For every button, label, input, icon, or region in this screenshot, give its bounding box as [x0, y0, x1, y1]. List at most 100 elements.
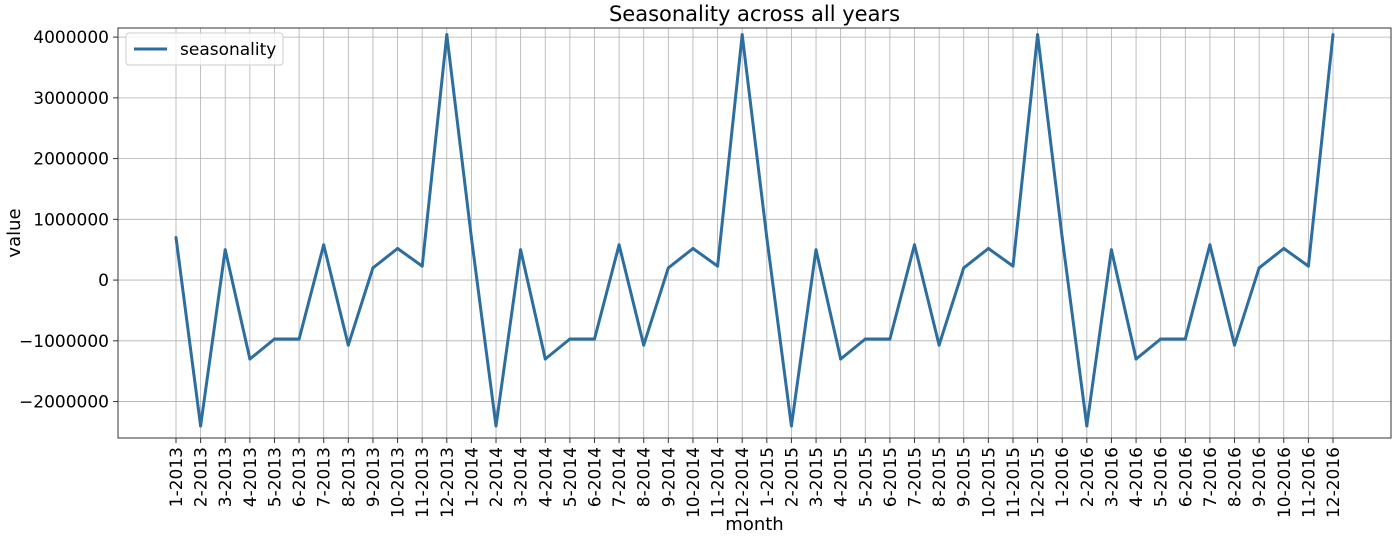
data-point: [445, 33, 449, 37]
x-tick-label: 11-2016: [1299, 447, 1319, 518]
data-point: [174, 236, 178, 240]
x-tick-label: 9-2013: [364, 447, 384, 507]
x-tick-label: 10-2016: [1275, 447, 1295, 518]
data-point: [371, 266, 375, 270]
data-point: [1060, 236, 1064, 240]
y-tick-label: −1000000: [19, 332, 109, 352]
data-point: [592, 337, 596, 341]
data-point: [617, 243, 621, 247]
x-tick-label: 12-2016: [1324, 447, 1344, 518]
data-point: [1257, 266, 1261, 270]
x-tick-label: 4-2013: [241, 447, 261, 507]
data-point: [642, 343, 646, 347]
legend-label-seasonality: seasonality: [180, 40, 276, 60]
data-point: [1036, 33, 1040, 37]
x-tick-label: 4-2015: [832, 447, 852, 507]
data-point: [519, 248, 523, 252]
series-line-seasonality: [174, 33, 1335, 428]
legend: seasonality: [125, 32, 284, 66]
data-point: [863, 337, 867, 341]
x-axis-label: month: [725, 514, 783, 535]
x-tick-label: 5-2014: [561, 447, 581, 507]
x-tick-label: 6-2015: [881, 447, 901, 507]
chart-title: Seasonality across all years: [609, 2, 900, 26]
plot-area-frame: [117, 27, 1392, 439]
data-point: [1134, 357, 1138, 361]
y-tick-label: −2000000: [19, 393, 109, 413]
data-point: [346, 343, 350, 347]
x-tick-label: 1-2014: [462, 447, 482, 507]
y-tick-label: 2000000: [33, 150, 109, 170]
y-axis-ticks: −2000000 −1000000 0 1000000 2000000 3000000 40…: [19, 28, 118, 413]
x-tick-label: 3-2013: [216, 447, 236, 507]
data-point: [740, 33, 744, 37]
data-point: [272, 337, 276, 341]
x-tick-label: 3-2016: [1102, 447, 1122, 507]
data-point: [962, 266, 966, 270]
data-point: [1282, 246, 1286, 250]
data-point: [937, 343, 941, 347]
data-point: [814, 248, 818, 252]
data-point: [1233, 343, 1237, 347]
y-axis-label: value: [4, 208, 25, 257]
x-tick-label: 8-2016: [1226, 447, 1246, 507]
x-tick-label: 5-2016: [1152, 447, 1172, 507]
data-point: [986, 246, 990, 250]
data-point: [494, 424, 498, 428]
y-tick-label: 0: [98, 271, 109, 291]
x-tick-label: 6-2016: [1176, 447, 1196, 507]
data-point: [420, 264, 424, 268]
x-tick-label: 7-2016: [1201, 447, 1221, 507]
data-point: [248, 357, 252, 361]
x-tick-label: 8-2015: [930, 447, 950, 507]
data-point: [888, 337, 892, 341]
legend-box: [125, 32, 284, 66]
data-point: [199, 424, 203, 428]
x-tick-label: 10-2015: [979, 447, 999, 518]
x-tick-label: 1-2016: [1053, 447, 1073, 507]
data-point: [1331, 33, 1335, 37]
data-point: [469, 236, 473, 240]
x-tick-label: 7-2014: [610, 447, 630, 507]
x-tick-label: 6-2014: [585, 447, 605, 507]
x-tick-label: 2-2015: [782, 447, 802, 507]
data-point: [322, 243, 326, 247]
data-point: [765, 236, 769, 240]
x-tick-label: 10-2013: [389, 447, 409, 518]
x-tick-label: 2-2014: [487, 447, 507, 507]
x-tick-label: 7-2013: [315, 447, 335, 507]
data-point: [1306, 264, 1310, 268]
data-point: [691, 246, 695, 250]
data-point: [839, 357, 843, 361]
x-tick-label: 6-2013: [290, 447, 310, 507]
data-point: [716, 264, 720, 268]
x-tick-label: 8-2014: [635, 447, 655, 507]
data-point: [1109, 248, 1113, 252]
y-tick-label: 3000000: [33, 89, 109, 109]
data-point: [568, 337, 572, 341]
x-tick-label: 12-2013: [438, 447, 458, 518]
x-tick-label: 10-2014: [684, 447, 704, 518]
x-tick-label: 11-2013: [413, 447, 433, 518]
x-tick-label: 3-2014: [512, 447, 532, 507]
y-tick-label: 4000000: [33, 28, 109, 48]
data-point: [913, 243, 917, 247]
x-tick-label: 9-2016: [1250, 447, 1270, 507]
x-tick-label: 2-2016: [1078, 447, 1098, 507]
x-tick-label: 11-2014: [709, 447, 729, 518]
x-tick-label: 3-2015: [807, 447, 827, 507]
data-point: [543, 357, 547, 361]
x-tick-label: 9-2015: [955, 447, 975, 507]
data-point: [1183, 337, 1187, 341]
x-tick-label: 9-2014: [659, 447, 679, 507]
x-tick-label: 4-2016: [1127, 447, 1147, 507]
x-tick-label: 2-2013: [192, 447, 212, 507]
x-tick-label: 1-2015: [758, 447, 778, 507]
x-tick-label: 11-2015: [1004, 447, 1024, 518]
x-tick-label: 8-2013: [339, 447, 359, 507]
x-tick-label: 7-2015: [906, 447, 926, 507]
data-point: [666, 266, 670, 270]
x-tick-label: 12-2014: [733, 447, 753, 518]
data-point: [789, 424, 793, 428]
